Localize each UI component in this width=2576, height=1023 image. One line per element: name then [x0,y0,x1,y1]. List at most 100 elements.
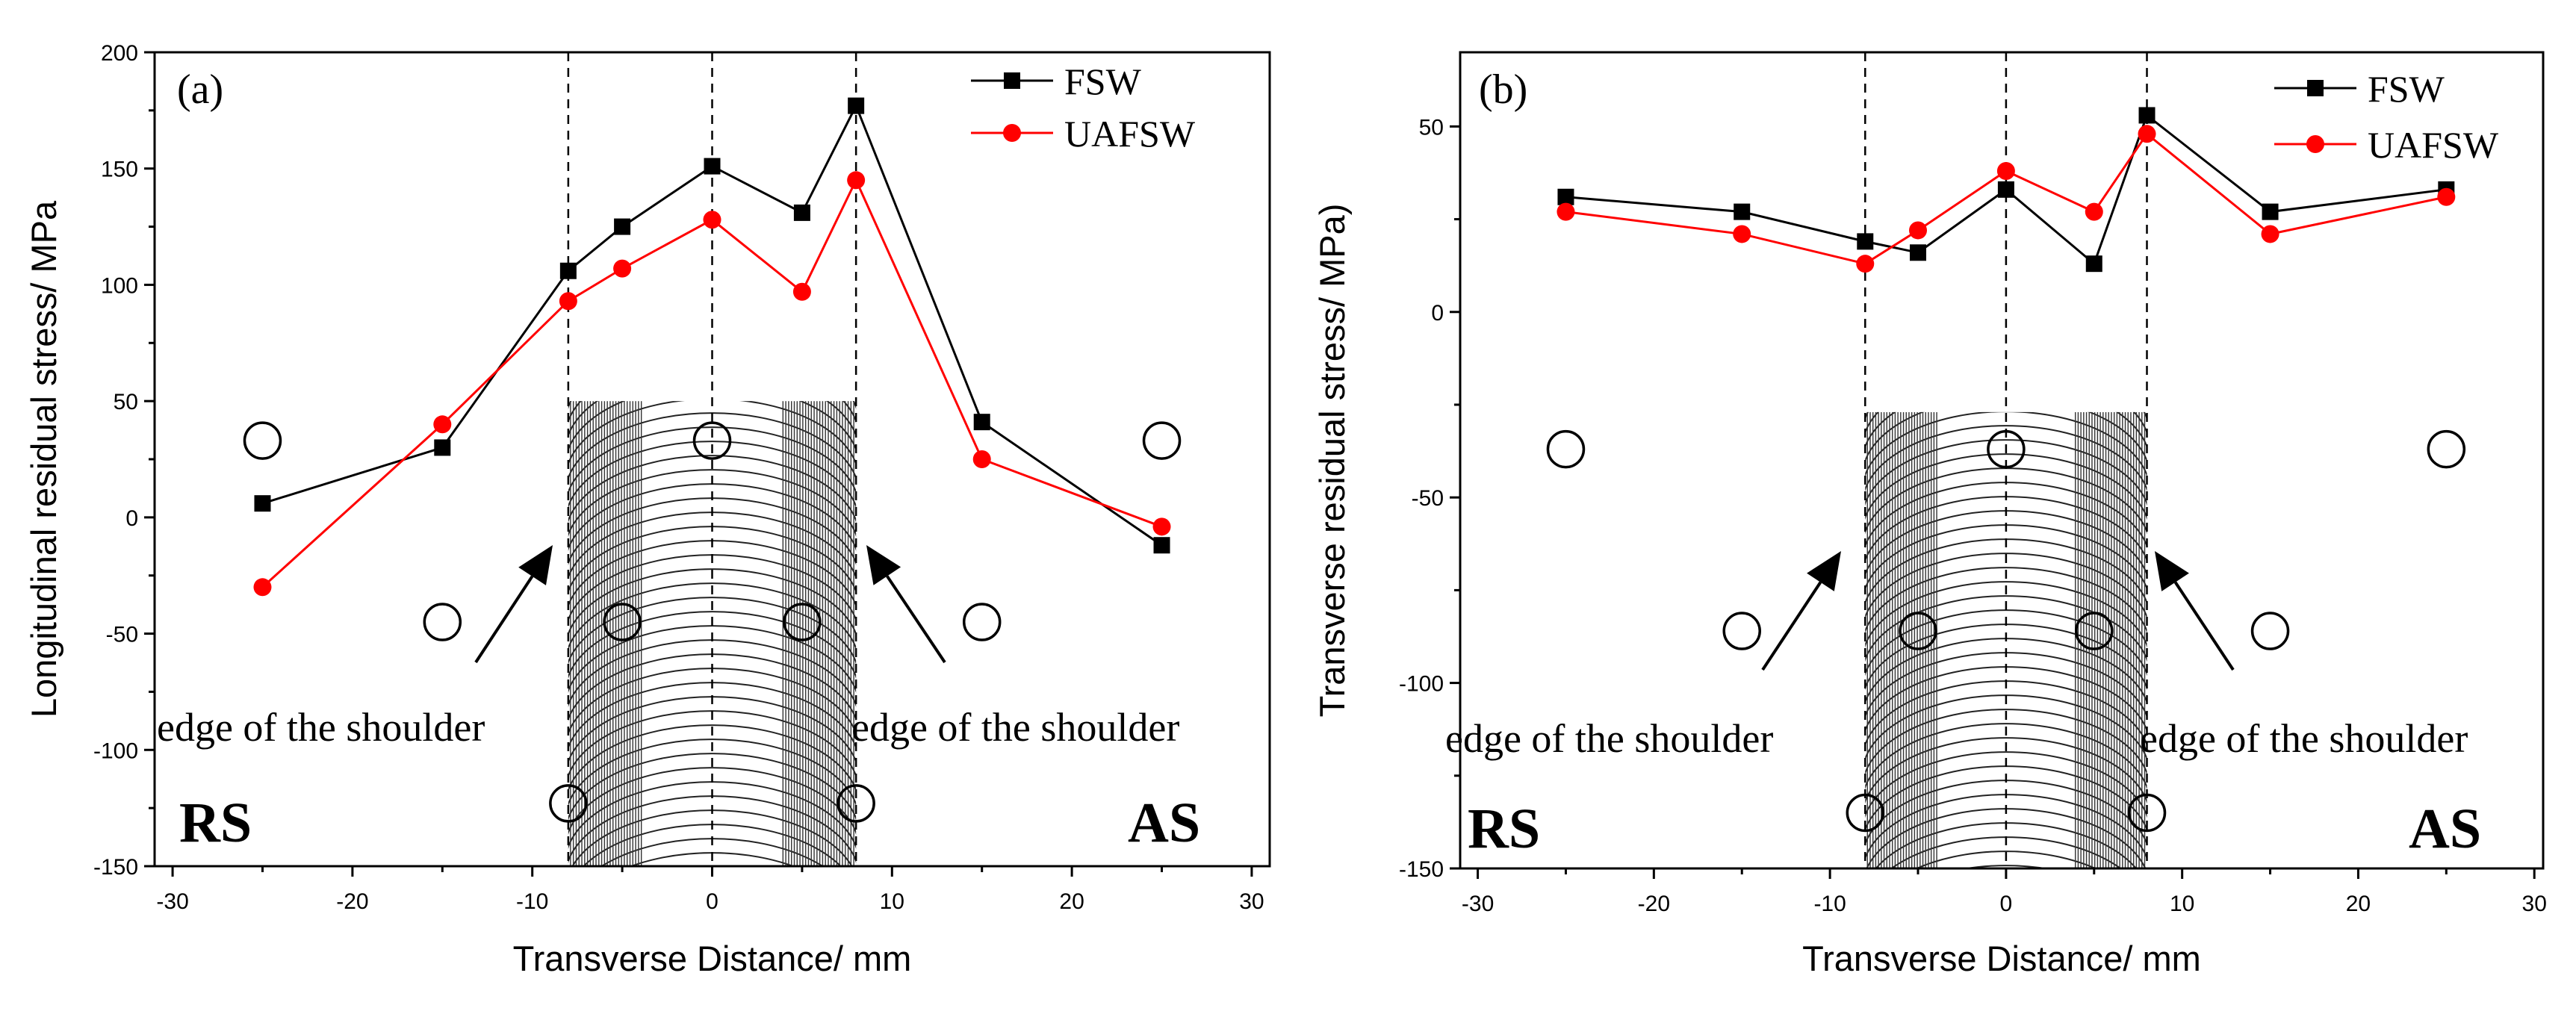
shoulder-arrow-right-head [866,545,901,585]
data-point-fsw [434,439,451,456]
data-point-fsw [614,218,631,235]
data-point-uafsw [1856,255,1875,273]
x-axis-title: Transverse Distance/ mm [513,939,912,978]
lattice-arc [1875,822,2138,868]
data-point-uafsw [1152,517,1171,536]
data-point-uafsw [433,415,452,434]
y-tick-label: -150 [93,855,138,880]
legend-label-uafsw: UAFSW [1064,113,1196,155]
data-point-uafsw [1557,202,1575,221]
rs-label: RS [179,792,252,854]
edge-label-left: edge of the shoulder [1445,716,1773,761]
legend-marker [2306,135,2324,153]
plot-frame [1459,51,2545,870]
measure-point-circle [549,784,588,823]
data-point-fsw [2138,107,2156,124]
data-point-fsw [848,97,865,114]
y-tick-label: 0 [1431,301,1444,326]
lattice-arc [1914,851,2097,868]
legend-marker [1003,124,1021,142]
measure-point-circle [243,421,282,460]
y-tick-label: -150 [1399,857,1444,882]
x-tick-label: 30 [1239,889,1264,914]
y-tick-label: -100 [1399,672,1444,697]
y-tick-label: 200 [101,41,138,66]
x-tick-label: -10 [516,889,548,914]
x-tick-label: 10 [880,889,904,914]
measure-point-circle [1899,612,1937,650]
x-tick-label: -10 [1813,892,1846,916]
data-point-uafsw [1733,225,1751,243]
x-tick-label: -30 [156,889,188,914]
measure-point-circle [1722,612,1761,650]
shoulder-arrow-left-shaft [1761,581,1822,671]
data-point-uafsw [703,211,721,229]
measure-point-circle [2427,429,2466,469]
x-tick-label: -20 [336,889,368,914]
data-point-fsw [1557,188,1574,205]
measure-point-circle [837,784,875,823]
y-tick-label: 0 [125,506,138,531]
data-point-fsw [973,414,990,431]
measure-point-circle [1987,429,2026,469]
legend-label-fsw: FSW [2368,68,2445,110]
measure-point-circle [423,603,462,641]
y-tick-label: -100 [93,739,138,763]
as-label: AS [2409,797,2481,860]
legend-marker [1004,72,1020,89]
data-point-uafsw [972,450,991,468]
data-point-uafsw [2261,225,2279,243]
y-tick-label: 150 [101,158,138,182]
shoulder-arrow-right-shaft [886,575,946,664]
data-point-fsw [1153,537,1170,554]
legend-marker [2307,80,2324,96]
x-tick-label: -20 [1638,892,1670,916]
panel-label: (b) [1479,66,1527,113]
panel-b: -30 -20 -10 0 10 20 30-150-100-50050Transverse… [1312,51,2547,978]
rs-label: RS [1468,797,1540,860]
y-axis-title: Longitudinal residual stress/ MPa [24,200,63,718]
shoulder-arrow-left-head [518,545,553,585]
data-point-uafsw [559,292,577,311]
shoulder-arrow-right-head [2155,551,2189,591]
data-point-fsw [1734,203,1751,220]
y-axis-title: Transverse residual stress/ MPa) [1312,204,1352,718]
x-tick-label: 20 [2346,892,2371,916]
as-label: AS [1128,792,1200,854]
data-point-uafsw [1909,221,1928,240]
data-point-uafsw [2138,125,2156,143]
x-tick-label: 10 [2170,892,2194,916]
edge-label-left: edge of the shoulder [157,705,485,750]
measure-point-circle [1142,421,1182,460]
measure-point-circle [692,421,732,460]
data-point-fsw [1910,244,1927,261]
data-point-fsw [1997,181,2014,198]
data-point-uafsw [2085,202,2103,221]
data-point-fsw [559,262,577,279]
data-point-fsw [254,495,271,512]
x-tick-label: -30 [1462,892,1494,916]
measure-point-circle [2127,793,2167,833]
y-tick-label: -50 [1412,486,1444,511]
x-tick-label: 0 [706,889,719,914]
x-tick-label: 0 [2000,892,2013,916]
measure-point-circle [2075,612,2114,650]
measure-point-circle [2250,612,2290,650]
data-point-uafsw [847,171,866,190]
y-tick-label: 50 [114,390,138,414]
edge-label-right: edge of the shoulder [851,705,1179,750]
measure-point-circle [1846,793,1885,833]
measure-point-circle [962,603,1002,641]
data-point-uafsw [1996,161,2015,180]
data-point-uafsw [613,259,632,278]
edge-label-right: edge of the shoulder [2140,716,2468,761]
y-tick-label: 50 [1419,115,1444,140]
data-point-fsw [793,204,810,221]
measure-point-circle [1546,429,1586,469]
lattice-arc [1963,865,2049,868]
measure-point-circle [783,603,822,641]
measure-point-circle [603,603,642,641]
data-point-uafsw [253,578,272,597]
data-point-fsw [1857,233,1874,250]
